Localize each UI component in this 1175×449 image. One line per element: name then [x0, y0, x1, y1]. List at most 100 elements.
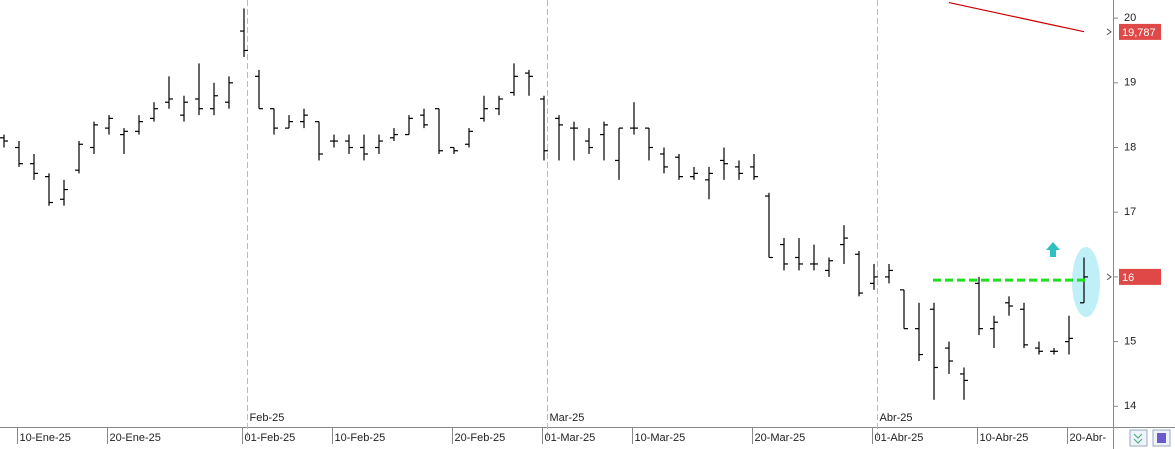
highlight-ellipse — [1072, 247, 1100, 317]
ohlc-bar — [1050, 348, 1058, 355]
month-label: Mar-25 — [550, 412, 585, 424]
ohlc-bar — [600, 121, 608, 161]
toolbar — [1129, 429, 1171, 447]
ohlc-bar — [195, 63, 203, 116]
ohlc-bar — [480, 95, 488, 122]
moving-average — [948, 2, 1085, 33]
ohlc-bar — [735, 160, 743, 180]
ohlc-bar — [585, 128, 593, 154]
ohlc-bar — [825, 257, 833, 277]
ohlc-bar — [435, 108, 443, 154]
ohlc-bar — [1005, 296, 1013, 316]
ohlc-bar — [690, 166, 698, 180]
ohlc-bar — [510, 63, 518, 96]
ohlc-bar — [120, 128, 128, 154]
ohlc-bar — [210, 82, 218, 116]
ohlc-bar — [360, 134, 368, 161]
ohlc-bar — [75, 141, 83, 174]
y-tick-label: 18 — [1124, 141, 1136, 153]
ohlc-bar — [675, 153, 683, 180]
y-tick-label: 14 — [1124, 400, 1136, 412]
ohlc-bar — [0, 134, 8, 148]
ohlc-bar — [495, 95, 503, 116]
price-tag-marker — [1106, 273, 1112, 281]
ohlc-bar — [30, 153, 38, 180]
ohlc-bar — [960, 367, 968, 400]
price-tag-label: 16 — [1122, 272, 1134, 284]
ohlc-bar — [285, 115, 293, 129]
ohlc-bar — [330, 134, 338, 148]
ohlc-bar — [900, 289, 908, 330]
ohlc-bar — [570, 121, 578, 161]
y-tick-label: 17 — [1124, 206, 1136, 218]
ohlc-bar — [750, 153, 758, 180]
ohlc-bar — [630, 102, 638, 135]
ohlc-bar — [840, 225, 848, 264]
x-tick-label: 20-Feb-25 — [455, 432, 506, 444]
ohlc-bar — [930, 302, 938, 400]
ohlc-bar — [555, 115, 563, 161]
ohlc-bar — [990, 315, 998, 349]
ohlc-bar — [945, 341, 953, 374]
ohlc-bar — [615, 127, 623, 180]
ohlc-bar — [1065, 315, 1073, 355]
ohlc-bar — [375, 134, 383, 154]
ohlc-bar — [780, 238, 788, 271]
ohlc-bar — [60, 179, 68, 206]
ohlc-bar — [255, 69, 263, 110]
price-tag — [1119, 268, 1161, 285]
ohlc-bar — [660, 147, 668, 174]
x-tick-label: 01-Abr-25 — [875, 432, 924, 444]
ohlc-bar — [885, 263, 893, 284]
ohlc-bar — [795, 238, 803, 271]
ohlc-bar — [165, 76, 173, 109]
save-icon — [1157, 433, 1166, 443]
ohlc-bar — [90, 121, 98, 154]
up-arrow-icon — [1046, 242, 1060, 257]
ohlc-bar — [105, 115, 113, 135]
ohlc-bar — [705, 166, 713, 200]
month-label: Abr-25 — [880, 412, 913, 424]
ohlc-bar — [390, 128, 398, 142]
price-tag-marker — [1106, 28, 1112, 36]
ohlc-bar — [405, 115, 413, 136]
ohlc-bar — [465, 128, 473, 148]
ohlc-bar — [720, 147, 728, 180]
ohlc-bar — [975, 276, 983, 336]
x-tick-label: 01-Feb-25 — [245, 432, 296, 444]
y-tick-label: 20 — [1124, 12, 1136, 24]
ohlc-bar — [915, 302, 923, 362]
ohlc-bar — [870, 263, 878, 290]
x-tick-label: 20-Ene-25 — [110, 432, 161, 444]
ohlc-bar — [1020, 302, 1028, 349]
ohlc-bar — [225, 76, 233, 109]
ohlc-bar — [15, 141, 23, 167]
y-tick-label: 15 — [1124, 336, 1136, 348]
ohlc-bar — [150, 102, 158, 122]
x-tick-label: 20-Mar-25 — [755, 432, 806, 444]
ohlc-bar — [765, 192, 773, 259]
price-tag-label: 19,787 — [1122, 27, 1156, 39]
ohlc-bar — [645, 127, 653, 161]
ohlc-bar — [345, 134, 353, 154]
x-tick-label: 10-Ene-25 — [20, 432, 71, 444]
ohlc-bar — [240, 8, 248, 57]
ohlc-bar — [525, 69, 533, 96]
ohlc-bar — [300, 108, 308, 129]
ohlc-bar — [540, 95, 548, 161]
ohlc-bar — [180, 95, 188, 122]
ohlc-bar — [450, 146, 458, 154]
ohlc-bar — [420, 108, 428, 129]
zoom-icon — [1133, 433, 1143, 444]
month-label: Feb-25 — [250, 412, 285, 424]
ohlc-bar — [810, 244, 818, 271]
ohlc-bar — [1035, 341, 1043, 355]
x-tick-label: 10-Feb-25 — [335, 432, 386, 444]
ohlc-bar — [315, 121, 323, 161]
y-tick-label: 19 — [1124, 77, 1136, 89]
ohlc-bar — [45, 173, 53, 206]
x-tick-label: 10-Abr-25 — [980, 432, 1029, 444]
ohlc-bar — [135, 115, 143, 135]
